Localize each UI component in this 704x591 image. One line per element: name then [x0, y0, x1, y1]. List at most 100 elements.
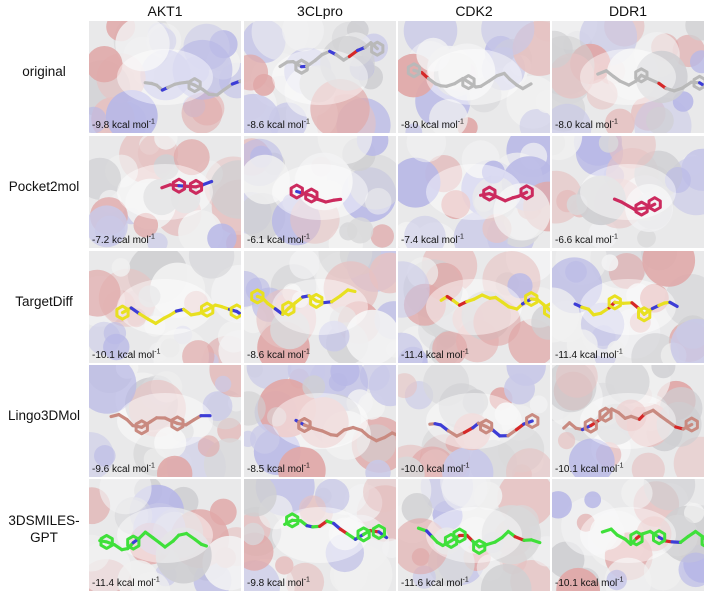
row-label-line: GPT [0, 529, 88, 546]
binding-pocket [580, 49, 676, 105]
binding-pocket [426, 507, 522, 563]
protein-surface-image [552, 365, 704, 477]
docking-score-value: -8.0 [401, 120, 418, 131]
surface-blob [671, 319, 704, 363]
docking-score-label: -8.6 kcal mol-1 [247, 120, 310, 131]
binding-pocket [272, 279, 368, 335]
docking-panel-cdk2-row-0: -8.0 kcal mol-1 [398, 21, 550, 133]
docking-panel-akt1-row-4: -11.4 kcal mol-1 [89, 479, 241, 591]
binding-pocket [426, 164, 522, 220]
docking-score-value: -7.2 [92, 235, 109, 246]
docking-score-value: -10.1 [555, 464, 578, 475]
row-label-lingo3dmol: Lingo3DMol [0, 407, 88, 424]
docking-score-label: -10.1 kcal mol-1 [555, 578, 624, 589]
row-label-original: original [0, 63, 88, 80]
ligand-bond [334, 199, 340, 200]
surface-blob [275, 556, 293, 574]
docking-panel-3clpro-row-0: -8.6 kcal mol-1 [244, 21, 396, 133]
docking-score-unit-exponent: -1 [304, 234, 310, 241]
surface-blob [530, 395, 548, 413]
docking-score-value: -9.8 [92, 120, 109, 131]
protein-surface-image [89, 21, 241, 133]
docking-score-label: -9.6 kcal mol-1 [92, 464, 155, 475]
docking-panel-3clpro-row-4: -9.8 kcal mol-1 [244, 479, 396, 591]
docking-panel-akt1-row-1: -7.2 kcal mol-1 [89, 136, 241, 248]
protein-surface-image [89, 365, 241, 477]
docking-score-label: -11.4 kcal mol-1 [555, 350, 623, 361]
docking-score-unit: kcal mol [267, 464, 304, 475]
docking-score-label: -6.6 kcal mol-1 [555, 235, 618, 246]
docking-score-unit-exponent: -1 [612, 234, 618, 241]
protein-surface-image [398, 251, 550, 363]
protein-surface-image [398, 365, 550, 477]
docking-score-value: -9.6 [92, 464, 109, 475]
row-label-line: Pocket2mol [0, 178, 88, 195]
docking-score-label: -11.4 kcal mol-1 [92, 578, 160, 589]
surface-blob [584, 491, 601, 508]
docking-score-value: -7.4 [401, 235, 418, 246]
docking-panel-ddr1-row-0: -8.0 kcal mol-1 [552, 21, 704, 133]
docking-score-unit-exponent: -1 [304, 349, 310, 356]
docking-score-label: -8.0 kcal mol-1 [555, 120, 618, 131]
column-header-3clpro: 3CLpro [244, 2, 396, 20]
surface-blob [112, 258, 131, 277]
column-header-ddr1: DDR1 [552, 2, 704, 20]
docking-score-value: -8.0 [555, 120, 572, 131]
protein-surface-image [398, 479, 550, 591]
docking-score-label: -8.0 kcal mol-1 [401, 120, 464, 131]
docking-score-unit: kcal mol [426, 578, 463, 589]
protein-surface-image [244, 479, 396, 591]
row-label-3dsmilesgpt: 3DSMILES-GPT [0, 512, 88, 546]
binding-pocket [117, 49, 213, 105]
binding-pocket [580, 279, 676, 335]
docking-score-unit-exponent: -1 [617, 577, 623, 584]
protein-surface-image [244, 251, 396, 363]
protein-surface-image [398, 21, 550, 133]
docking-panel-cdk2-row-1: -7.4 kcal mol-1 [398, 136, 550, 248]
binding-pocket [580, 164, 676, 220]
docking-score-value: -6.1 [247, 235, 264, 246]
docking-score-value: -11.6 [401, 578, 423, 589]
docking-score-unit: kcal mol [421, 120, 458, 131]
binding-pocket [580, 507, 676, 563]
docking-score-label: -10.0 kcal mol-1 [401, 464, 470, 475]
protein-surface-image [552, 479, 704, 591]
protein-surface-image [244, 365, 396, 477]
docking-score-unit-exponent: -1 [149, 234, 155, 241]
docking-score-unit: kcal mol [575, 235, 612, 246]
docking-score-unit-exponent: -1 [304, 463, 310, 470]
docking-score-unit: kcal mol [426, 350, 463, 361]
surface-blob [347, 217, 373, 243]
docking-score-value: -11.4 [555, 350, 577, 361]
docking-score-unit: kcal mol [575, 120, 612, 131]
surface-blob [210, 499, 237, 526]
docking-panel-3clpro-row-2: -8.6 kcal mol-1 [244, 251, 396, 363]
docking-score-label: -8.5 kcal mol-1 [247, 464, 310, 475]
surface-blob [365, 188, 392, 215]
docking-score-value: -10.0 [401, 464, 424, 475]
docking-score-unit: kcal mol [580, 350, 617, 361]
docking-score-unit-exponent: -1 [463, 577, 469, 584]
docking-score-unit: kcal mol [112, 120, 149, 131]
ligand-bond [348, 290, 355, 292]
docking-panel-cdk2-row-2: -11.4 kcal mol-1 [398, 251, 550, 363]
protein-surface-image [552, 21, 704, 133]
docking-score-unit-exponent: -1 [463, 349, 469, 356]
row-label-line: original [0, 63, 88, 80]
docking-score-label: -7.4 kcal mol-1 [401, 235, 464, 246]
docking-panel-ddr1-row-4: -10.1 kcal mol-1 [552, 479, 704, 591]
docking-score-unit: kcal mol [112, 235, 149, 246]
docking-score-unit: kcal mol [117, 578, 154, 589]
docking-score-unit-exponent: -1 [149, 463, 155, 470]
docking-score-unit-exponent: -1 [617, 463, 623, 470]
docking-score-unit: kcal mol [118, 350, 155, 361]
docking-score-unit-exponent: -1 [458, 119, 464, 126]
docking-score-label: -10.1 kcal mol-1 [92, 350, 161, 361]
protein-surface-image [552, 136, 704, 248]
row-label-line: TargetDiff [0, 293, 88, 310]
surface-blob [602, 254, 619, 271]
protein-surface-image [89, 136, 241, 248]
docking-score-label: -11.6 kcal mol-1 [401, 578, 469, 589]
docking-panel-ddr1-row-3: -10.1 kcal mol-1 [552, 365, 704, 477]
docking-panel-3clpro-row-3: -8.5 kcal mol-1 [244, 365, 396, 477]
